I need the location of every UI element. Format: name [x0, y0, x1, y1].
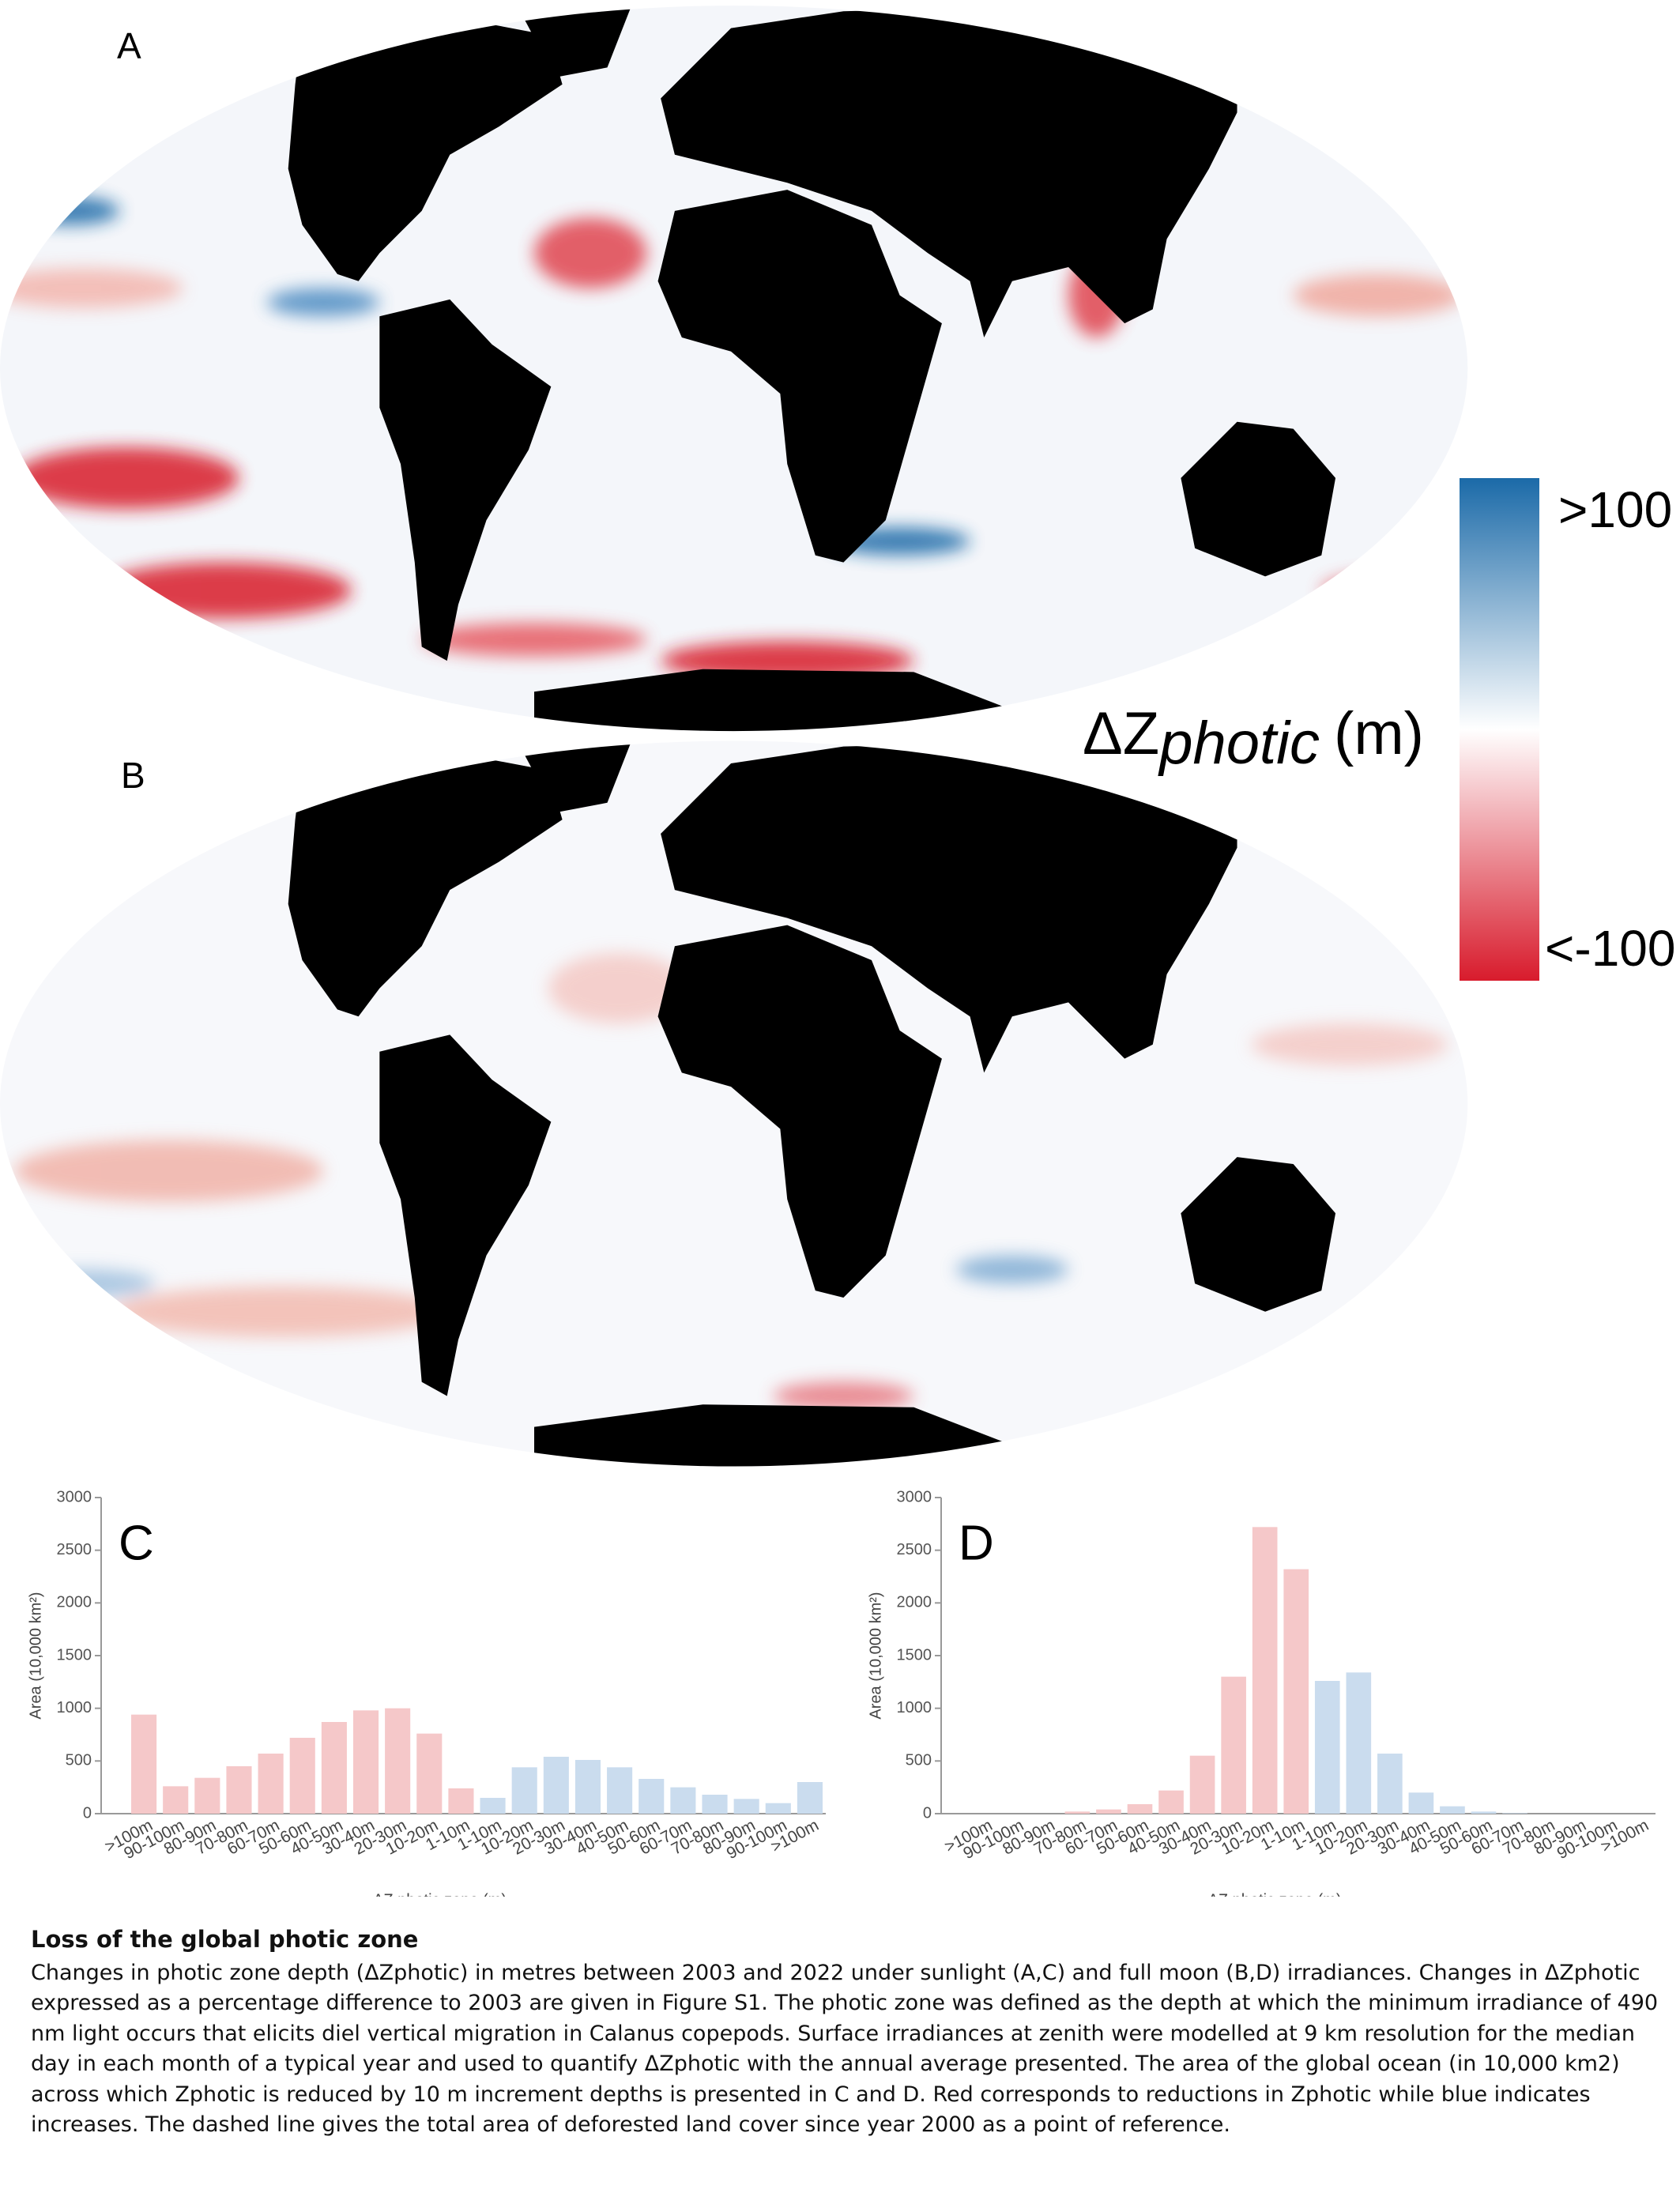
- y-tick-label: 500: [906, 1752, 932, 1769]
- label-main: ΔZ: [1083, 700, 1159, 767]
- colorbar-title: ΔZphotic (m): [1083, 700, 1424, 777]
- y-tick-label: 1000: [897, 1699, 932, 1716]
- bar: [1127, 1804, 1153, 1814]
- y-tick-label: 0: [83, 1804, 92, 1822]
- bar: [226, 1766, 252, 1814]
- y-tick-label: 0: [923, 1804, 932, 1822]
- bar: [1189, 1755, 1215, 1814]
- panel-label: C: [119, 1516, 154, 1570]
- colorbar-min: <-100: [1545, 920, 1675, 977]
- y-tick-label: 2500: [57, 1541, 92, 1558]
- y-axis-label: Area (10,000 km²): [27, 1592, 44, 1719]
- bar: [1408, 1792, 1434, 1814]
- bar: [1377, 1754, 1403, 1814]
- y-tick-label: 3000: [897, 1488, 932, 1505]
- x-axis-label: ΔZ photic zone (m): [1208, 1891, 1342, 1897]
- bar: [1252, 1527, 1278, 1814]
- bar: [131, 1714, 157, 1814]
- map-a: [0, 6, 1468, 732]
- bar: [1096, 1809, 1121, 1814]
- y-tick-label: 2000: [897, 1594, 932, 1611]
- bar: [194, 1777, 220, 1814]
- bar: [511, 1767, 537, 1814]
- bar: [1502, 1813, 1527, 1814]
- bar: [416, 1733, 443, 1814]
- bar: [638, 1779, 665, 1814]
- caption-text: Changes in photic zone depth (ΔZphotic) …: [31, 1960, 1659, 2138]
- panel-label: B: [121, 755, 145, 796]
- bar: [289, 1738, 315, 1814]
- x-axis-label: ΔZ photic zone (m): [373, 1891, 507, 1897]
- bar: [1064, 1811, 1090, 1814]
- bar: [733, 1799, 759, 1814]
- label-unit: (m): [1334, 700, 1424, 767]
- bar: [321, 1722, 347, 1814]
- bar: [670, 1787, 696, 1814]
- colorbar-max: >100: [1558, 481, 1672, 538]
- bar: [448, 1788, 474, 1814]
- panel-label: A: [117, 25, 141, 66]
- colorbar: [1460, 478, 1539, 981]
- y-tick-label: 3000: [57, 1488, 92, 1505]
- caption-title: Loss of the global photic zone: [31, 1926, 419, 1953]
- bar: [258, 1754, 284, 1814]
- bar: [1346, 1672, 1372, 1814]
- bar: [543, 1757, 569, 1814]
- label-sub: photic: [1158, 710, 1320, 777]
- y-tick-label: 1500: [897, 1646, 932, 1664]
- bar: [480, 1798, 506, 1814]
- figure: A B >100 <-100 ΔZphotic (m) 0 500 1000 1500 2…: [0, 6, 1675, 1897]
- bar: [163, 1786, 189, 1814]
- bar: [702, 1795, 728, 1814]
- bar: [607, 1767, 633, 1814]
- y-axis-label: Area (10,000 km²): [867, 1592, 884, 1719]
- bar: [1440, 1806, 1465, 1814]
- bar: [574, 1760, 601, 1814]
- panel-label: D: [959, 1516, 994, 1570]
- bar: [352, 1710, 379, 1814]
- bar: [1314, 1681, 1340, 1814]
- bar: [385, 1708, 411, 1814]
- bar: [1221, 1676, 1246, 1814]
- bar: [765, 1803, 791, 1814]
- y-tick-label: 1000: [57, 1699, 92, 1716]
- bar: [1158, 1790, 1184, 1814]
- y-tick-label: 500: [66, 1752, 92, 1769]
- bar: [1471, 1811, 1497, 1814]
- y-tick-label: 2000: [57, 1594, 92, 1611]
- y-tick-label: 2500: [897, 1541, 932, 1558]
- bar: [1283, 1569, 1309, 1814]
- y-tick-label: 1500: [57, 1646, 92, 1664]
- bar: [797, 1782, 823, 1814]
- caption: Loss of the global photic zone Changes i…: [31, 1924, 1659, 2141]
- map-b: [0, 740, 1468, 1467]
